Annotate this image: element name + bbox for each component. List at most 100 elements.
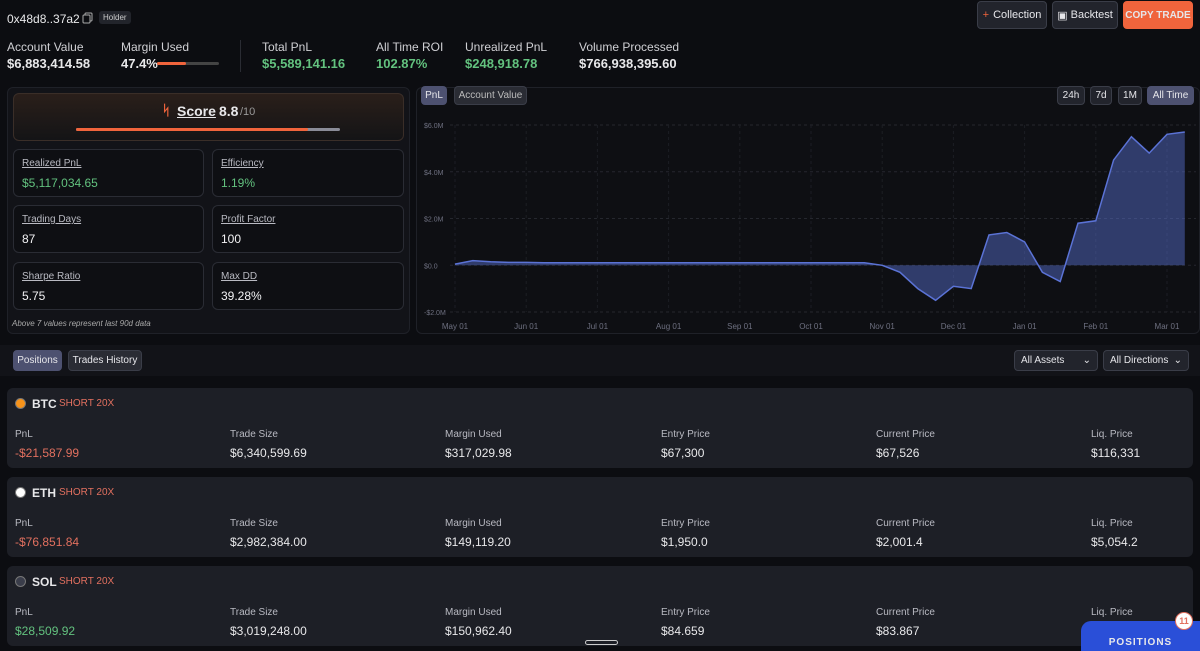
side: SHORT 20X: [59, 487, 115, 498]
separator: [240, 40, 241, 72]
field-label: Current Price: [876, 518, 935, 529]
range-button[interactable]: 1M: [1118, 86, 1142, 105]
field-label: Liq. Price: [1091, 518, 1133, 529]
score-box: [13, 93, 404, 141]
y-tick-label: -$2.0M: [424, 310, 446, 317]
field-label: Margin Used: [445, 518, 502, 529]
field-value: $1,950.0: [661, 535, 708, 549]
margin-bar: [157, 62, 187, 65]
score-label: Score: [177, 103, 216, 119]
metric-value: 100: [221, 232, 242, 246]
account-value-tab[interactable]: Account Value: [454, 86, 527, 105]
field-label: PnL: [15, 607, 33, 618]
field-value: $149,119.20: [445, 535, 511, 549]
x-tick-label: Feb 01: [1083, 322, 1108, 331]
x-tick-label: Sep 01: [727, 322, 753, 331]
field-label: Margin Used: [445, 429, 502, 440]
positions-tab[interactable]: Positions: [13, 350, 62, 371]
coin: ETH: [32, 486, 56, 500]
field-value: $3,019,248.00: [230, 624, 307, 638]
stat-label: Total PnL: [262, 40, 313, 54]
positions-badge: 11: [1175, 612, 1193, 630]
x-tick-label: Jan 01: [1013, 322, 1038, 331]
stat-label: Volume Processed: [579, 40, 680, 54]
x-tick-label: Mar 01: [1155, 322, 1180, 331]
score-value: 8.8: [219, 103, 239, 119]
metric-card: Profit Factor 100: [212, 205, 404, 253]
stat-label: Margin Used: [121, 40, 190, 54]
label: Collection: [993, 9, 1042, 21]
metric-card: Sharpe Ratio 5.75: [13, 262, 204, 310]
stat-value: $6,883,414.58: [7, 56, 91, 71]
range-button[interactable]: 7d: [1090, 86, 1112, 105]
directions-filter[interactable]: All Directions ⌄: [1103, 350, 1189, 371]
label: All Directions: [1110, 355, 1169, 366]
range-button[interactable]: All Time: [1147, 86, 1194, 105]
area-line: [454, 131, 1185, 302]
metric-card: Max DD 39.28%: [212, 262, 404, 310]
metric-label: Sharpe Ratio: [22, 271, 81, 282]
backtest-button[interactable]: ▣ Backtest: [1052, 1, 1118, 29]
side: SHORT 20X: [59, 398, 115, 409]
position-card: SOL SHORT 20X PnL $28,509.92 Trade Size $3,01…: [7, 566, 1193, 646]
x-tick-label: Dec 01: [941, 322, 967, 331]
field-label: Liq. Price: [1091, 429, 1133, 440]
coin-icon: [15, 487, 26, 498]
field-label: Margin Used: [445, 607, 502, 618]
range-button[interactable]: 24h: [1057, 86, 1085, 105]
trades-history-tab[interactable]: Trades History: [68, 350, 142, 371]
field-label: PnL: [15, 518, 33, 529]
copy-trade-button[interactable]: COPY TRADE: [1123, 1, 1193, 29]
stat-value: $5,589,141.16: [262, 56, 346, 71]
metric-label: Realized PnL: [22, 158, 82, 169]
y-tick-label: $0.0: [424, 263, 438, 270]
x-tick-label: Jul 01: [587, 322, 609, 331]
assets-filter[interactable]: All Assets ⌄: [1014, 350, 1098, 371]
stat-label: Account Value: [7, 40, 84, 54]
scroll-indicator: [585, 640, 618, 645]
field-value: $2,001.4: [876, 535, 923, 549]
x-tick-label: May 01: [442, 322, 469, 331]
field-label: Trade Size: [230, 607, 278, 618]
side: SHORT 20X: [59, 576, 115, 587]
score-track: [76, 128, 340, 131]
metric-value: $5,117,034.65: [22, 176, 98, 190]
field-label: Current Price: [876, 429, 935, 440]
collection-button[interactable]: + Collection: [977, 1, 1047, 29]
field-label: PnL: [15, 429, 33, 440]
holder-badge: Holder: [99, 11, 131, 24]
field-value: $84.659: [661, 624, 705, 638]
pnl-tab[interactable]: PnL: [421, 86, 447, 105]
x-tick-label: Jun 01: [514, 322, 539, 331]
position-card: ETH SHORT 20X PnL -$76,851.84 Trade Size $2,9…: [7, 477, 1193, 557]
field-label: Trade Size: [230, 518, 278, 529]
field-label: Trade Size: [230, 429, 278, 440]
field-label: Entry Price: [661, 607, 710, 618]
metric-label: Max DD: [221, 271, 258, 282]
field-label: Current Price: [876, 607, 935, 618]
field-value: -$76,851.84: [15, 535, 80, 549]
stat-value: 47.4%: [121, 56, 158, 71]
coin: SOL: [32, 575, 57, 589]
field-value: -$21,587.99: [15, 446, 80, 460]
metric-value: 87: [22, 232, 36, 246]
metric-value: 5.75: [22, 289, 46, 303]
field-value: $28,509.92: [15, 624, 76, 638]
field-value: $67,300: [661, 446, 705, 460]
field-value: $317,029.98: [445, 446, 512, 460]
stat-value: $766,938,395.60: [579, 56, 677, 71]
x-tick-label: Oct 01: [799, 322, 823, 331]
coin: BTC: [32, 397, 57, 411]
stat-value: 102.87%: [376, 56, 428, 71]
field-value: $150,962.40: [445, 624, 512, 638]
metric-value: 39.28%: [221, 289, 262, 303]
field-value: $6,340,599.69: [230, 446, 307, 460]
copy-icon[interactable]: [82, 12, 94, 24]
y-tick-label: $4.0M: [424, 170, 444, 177]
y-tick-label: $2.0M: [424, 217, 444, 224]
metric-card: Trading Days 87: [13, 205, 204, 253]
chart-panel: [416, 87, 1200, 334]
stat-label: All Time ROI: [376, 40, 444, 54]
metric-label: Efficiency: [221, 158, 264, 169]
